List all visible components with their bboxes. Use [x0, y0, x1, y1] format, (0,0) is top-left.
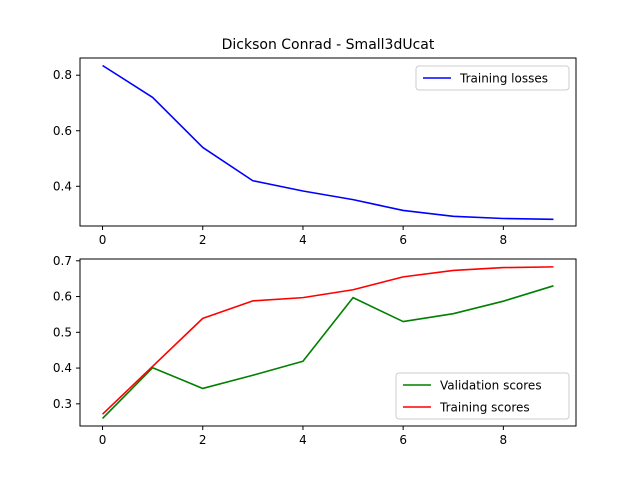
axes-frame: [79, 258, 577, 427]
x-tick-label: 2: [199, 233, 207, 247]
legend-label: Training losses: [459, 72, 548, 86]
y-tick-label: 0.4: [53, 361, 72, 375]
y-tick-label: 0.6: [53, 124, 72, 138]
legend: Validation scores Training scores: [395, 372, 570, 420]
legend: Training losses: [415, 65, 570, 91]
x-tick-label: 4: [299, 233, 307, 247]
x-tick-label: 2: [199, 433, 207, 447]
x-tick-label: 6: [399, 233, 407, 247]
series-line-1: [102, 64, 554, 221]
legend-label: Validation scores: [440, 379, 542, 393]
series-line-1: [101, 285, 554, 420]
y-tick-label: 0.3: [53, 397, 72, 411]
plot-panel-2: 0 2 4 6 8 0.3 0.4 0.5 0.6 0.7 Validation scores Tra…: [53, 254, 577, 447]
x-tick-label: 4: [299, 433, 307, 447]
y-tick-label: 0.7: [53, 254, 72, 268]
x-tick-label: 0: [99, 433, 107, 447]
x-tick-label: 6: [399, 433, 407, 447]
y-tick-label: 0.8: [53, 68, 72, 82]
chart-title: Dickson Conrad - Small3dUcat: [222, 37, 435, 53]
y-tick-label: 0.6: [53, 290, 72, 304]
y-tick-label: 0.4: [53, 179, 72, 193]
legend-box: [395, 372, 570, 420]
plot-panel-1: 0 2 4 6 8 0.4 0.6 0.8 Training losses: [53, 57, 577, 247]
legend-label: Training scores: [439, 401, 530, 415]
y-tick-label: 0.5: [53, 325, 72, 339]
x-tick-label: 8: [500, 433, 508, 447]
axes-frame: [79, 57, 577, 227]
x-tick-label: 0: [99, 233, 107, 247]
series-line-2: [101, 266, 554, 415]
legend-box: [415, 65, 570, 91]
x-tick-label: 8: [500, 233, 508, 247]
